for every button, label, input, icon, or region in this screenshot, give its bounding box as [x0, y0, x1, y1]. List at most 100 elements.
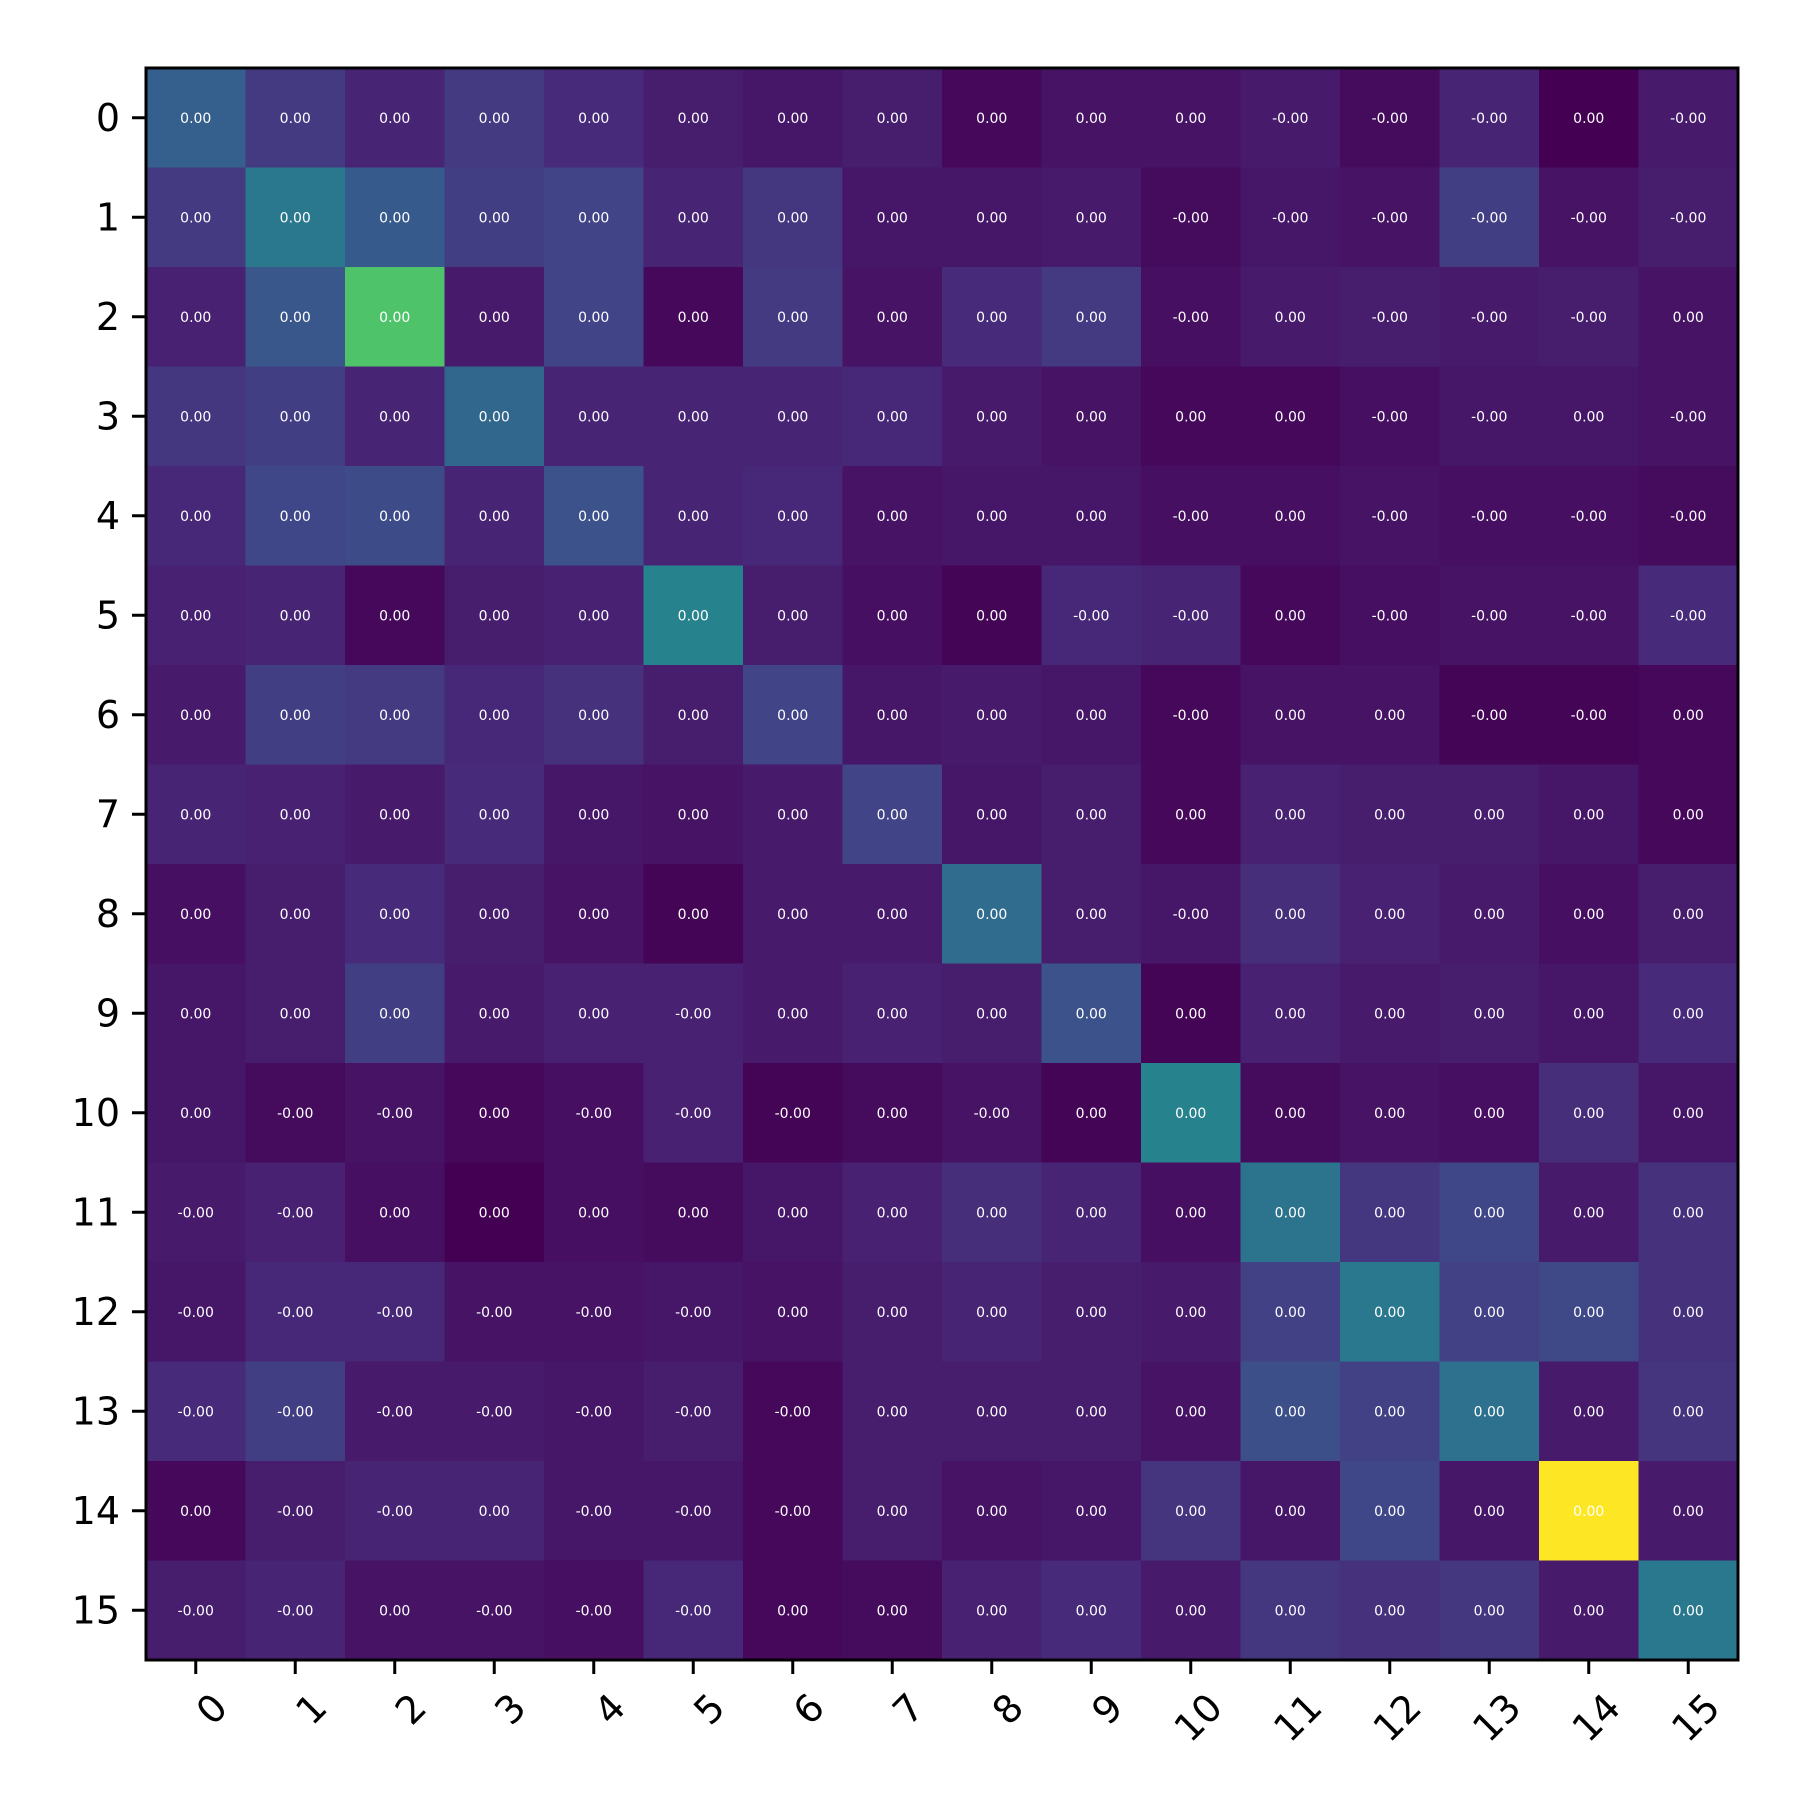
x-tick-label-8: 8 [984, 1685, 1032, 1733]
heatmap-cell-r10-c12 [1340, 1063, 1441, 1164]
heatmap-cell-r1-c9 [1041, 167, 1142, 268]
cell-label-r3-c14: 0.00 [1573, 409, 1604, 425]
cell-label-r15-c3: -0.00 [476, 1603, 512, 1619]
heatmap-cell-r1-c15 [1638, 167, 1739, 268]
heatmap-cell-r9-c1 [245, 963, 346, 1064]
cell-label-r9-c3: 0.00 [479, 1006, 510, 1022]
heatmap-cell-r2-c15 [1638, 267, 1739, 368]
cell-label-r11-c0: -0.00 [178, 1205, 214, 1221]
heatmap-cell-r8-c4 [544, 864, 645, 965]
x-tick-label-11: 11 [1265, 1685, 1330, 1750]
cell-label-r0-c9: 0.00 [1076, 111, 1107, 127]
cell-label-r15-c10: 0.00 [1175, 1603, 1206, 1619]
heatmap-cell-r1-c1 [245, 167, 346, 268]
x-tick-label-14: 14 [1564, 1685, 1629, 1750]
cell-label-r11-c2: 0.00 [379, 1205, 410, 1221]
cell-label-r13-c5: -0.00 [675, 1404, 711, 1420]
heatmap-cell-r0-c14 [1539, 68, 1640, 169]
y-tick-label-14: 14 [72, 1489, 120, 1533]
cell-label-r0-c8: 0.00 [976, 111, 1007, 127]
cell-label-r6-c1: 0.00 [280, 708, 311, 724]
cell-label-r9-c9: 0.00 [1076, 1006, 1107, 1022]
cell-label-r14-c14: 0.00 [1573, 1504, 1604, 1520]
heatmap-cell-r7-c14 [1539, 764, 1640, 865]
heatmap-cell-r13-c6 [743, 1361, 844, 1462]
cell-label-r11-c10: 0.00 [1175, 1205, 1206, 1221]
heatmap-cell-r15-c7 [842, 1560, 943, 1661]
cell-label-r4-c5: 0.00 [678, 509, 709, 525]
cell-label-r8-c5: 0.00 [678, 907, 709, 923]
cell-label-r7-c1: 0.00 [280, 807, 311, 823]
cell-label-r4-c8: 0.00 [976, 509, 1007, 525]
cell-label-r1-c12: -0.00 [1372, 210, 1408, 226]
heatmap-cell-r7-c12 [1340, 764, 1441, 865]
cell-label-r12-c2: -0.00 [377, 1305, 413, 1321]
cell-label-r11-c11: 0.00 [1275, 1205, 1306, 1221]
heatmap-cell-r1-c11 [1240, 167, 1341, 268]
cell-label-r4-c1: 0.00 [280, 509, 311, 525]
heatmap-cell-r12-c6 [743, 1262, 844, 1363]
heatmap-cell-r9-c13 [1439, 963, 1540, 1064]
heatmap-cell-r15-c12 [1340, 1560, 1441, 1661]
cell-label-r8-c11: 0.00 [1275, 907, 1306, 923]
cell-label-r13-c13: 0.00 [1474, 1404, 1505, 1420]
cell-label-r11-c7: 0.00 [877, 1205, 908, 1221]
heatmap-cell-r7-c6 [743, 764, 844, 865]
x-axis: 0 1 2 3 4 5 6 7 8 9 10 11 12 13 14 15 [188, 1660, 1728, 1750]
heatmap-cell-r8-c15 [1638, 864, 1739, 965]
heatmap-cell-r4-c1 [245, 466, 346, 567]
heatmap-cell-r11-c2 [345, 1162, 446, 1263]
heatmap-cell-r10-c8 [942, 1063, 1043, 1164]
cell-label-r13-c4: -0.00 [576, 1404, 612, 1420]
cell-label-r2-c12: -0.00 [1372, 310, 1408, 326]
cell-label-r1-c11: -0.00 [1272, 210, 1308, 226]
heatmap-cell-r14-c9 [1041, 1461, 1142, 1562]
cell-label-r5-c9: -0.00 [1073, 608, 1109, 624]
heatmap-cell-r14-c5 [643, 1461, 744, 1562]
cell-label-r15-c0: -0.00 [178, 1603, 214, 1619]
heatmap-cell-r8-c5 [643, 864, 744, 965]
x-tick-label-3: 3 [486, 1685, 534, 1733]
cell-label-r0-c15: -0.00 [1670, 111, 1706, 127]
heatmap-cell-r10-c13 [1439, 1063, 1540, 1164]
cell-label-r7-c12: 0.00 [1374, 807, 1405, 823]
heatmap-cell-r12-c8 [942, 1262, 1043, 1363]
heatmap-cell-r0-c6 [743, 68, 844, 169]
heatmap-cell-r3-c8 [942, 366, 1043, 467]
heatmap-cell-r14-c4 [544, 1461, 645, 1562]
heatmap-cell-r6-c8 [942, 665, 1043, 766]
heatmap-cell-r13-c5 [643, 1361, 744, 1462]
heatmap-cell-r0-c13 [1439, 68, 1540, 169]
heatmap-cell-r12-c3 [444, 1262, 545, 1363]
heatmap-cell-r10-c2 [345, 1063, 446, 1164]
heatmap-cell-r11-c14 [1539, 1162, 1640, 1263]
cell-label-r1-c13: -0.00 [1471, 210, 1507, 226]
cell-label-r10-c9: 0.00 [1076, 1106, 1107, 1122]
heatmap-cell-r6-c2 [345, 665, 446, 766]
heatmap-cell-r7-c10 [1141, 764, 1242, 865]
heatmap-cell-r2-c11 [1240, 267, 1341, 368]
cell-label-r4-c13: -0.00 [1471, 509, 1507, 525]
cell-label-r3-c9: 0.00 [1076, 409, 1107, 425]
cell-label-r9-c11: 0.00 [1275, 1006, 1306, 1022]
heatmap-cell-r1-c12 [1340, 167, 1441, 268]
cell-label-r13-c3: -0.00 [476, 1404, 512, 1420]
x-tick-label-13: 13 [1464, 1685, 1529, 1750]
cell-label-r4-c6: 0.00 [777, 509, 808, 525]
heatmap-cell-r15-c0 [146, 1560, 247, 1661]
cell-label-r14-c3: 0.00 [479, 1504, 510, 1520]
heatmap-cell-r3-c7 [842, 366, 943, 467]
cell-label-r14-c2: -0.00 [377, 1504, 413, 1520]
heatmap-cell-r9-c3 [444, 963, 545, 1064]
heatmap-cell-r12-c7 [842, 1262, 943, 1363]
heatmap-cell-r10-c0 [146, 1063, 247, 1164]
heatmap-cell-r10-c4 [544, 1063, 645, 1164]
cell-label-r7-c0: 0.00 [180, 807, 211, 823]
heatmap-cell-r8-c10 [1141, 864, 1242, 965]
cell-label-r7-c2: 0.00 [379, 807, 410, 823]
cell-label-r12-c8: 0.00 [976, 1305, 1007, 1321]
heatmap-cell-r2-c13 [1439, 267, 1540, 368]
cell-label-r1-c6: 0.00 [777, 210, 808, 226]
cell-label-r8-c4: 0.00 [578, 907, 609, 923]
heatmap-cell-r3-c1 [245, 366, 346, 467]
